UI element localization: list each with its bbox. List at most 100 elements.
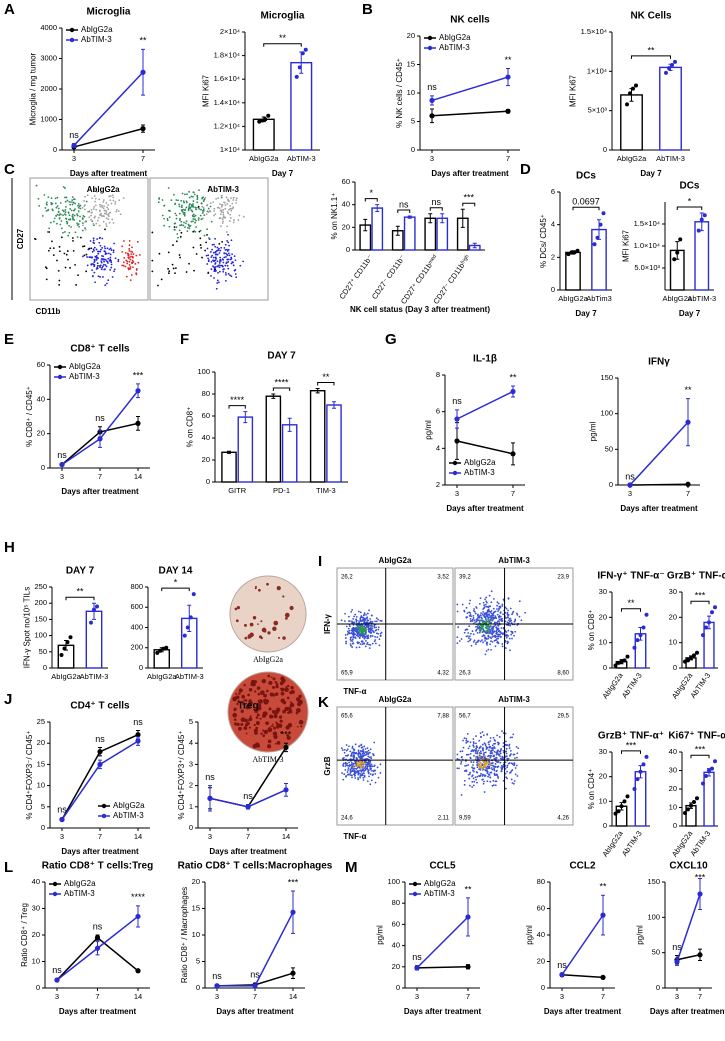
flow-event [65,206,67,208]
flow-event [228,254,231,257]
data-point [692,799,696,804]
flow-event [379,763,382,766]
spot [280,698,286,704]
flow-event [96,264,99,267]
y-tick-label: 1 [189,802,193,811]
flow-event [366,768,369,770]
flow-x-label: CD11b [36,307,61,316]
spot [267,674,271,678]
flow-event [97,275,100,278]
flow-event [348,773,351,776]
x-axis-label: Day 7 [679,309,701,318]
panel-label: H [4,539,15,556]
y-tick-label: 50 [39,647,47,656]
flow-event [495,608,498,610]
flow-event [363,618,366,621]
x-axis-label: Day 7 [272,169,294,178]
y-tick-label: 60 [37,360,45,369]
x-tick-label: 7 [95,992,99,1001]
flow-event [482,634,485,637]
significance-bracket [228,405,246,409]
flow-event [237,219,240,221]
flow-event [487,618,490,621]
flow-event [475,770,478,773]
data-point [266,113,271,118]
flow-event [209,205,212,208]
point [600,974,606,981]
flow-event [343,751,346,754]
flow-event [113,242,115,245]
flow-event [494,765,497,768]
flow-event [229,213,232,216]
flow-event [363,762,366,765]
flow-event [346,633,349,636]
flow-x-label: TNF-α [343,832,366,841]
flow-event [465,769,467,772]
flow-event [99,250,102,253]
y-tick-label: 30 [599,747,607,756]
flow-event [506,777,509,780]
spot [280,687,285,692]
flow-event [361,636,364,639]
spot [278,715,283,719]
flow-event [375,626,378,629]
flow-event [77,203,80,205]
flow-event [93,271,96,274]
significance-bracket [161,587,190,592]
flow-event [360,628,363,631]
flow-event [487,608,490,611]
flow-event [354,777,357,779]
flow-event [487,635,490,637]
flow-event [87,210,89,213]
flow-event [89,240,92,242]
flow-event [344,762,347,765]
flow-event [192,220,194,223]
panel-label: G [385,331,397,348]
flow-event [494,763,497,765]
flow-event [99,203,101,206]
flow-event [213,210,216,212]
flow-event [484,621,487,624]
flow-event [111,218,114,221]
spot [274,709,279,715]
flow-event [81,206,84,209]
flow-event [486,733,489,736]
significance-label: 0.0697 [572,197,600,207]
significance-bracket [272,387,291,391]
flow-event [351,630,354,633]
flow-event [100,268,103,271]
y-tick-label: 40 [202,433,210,442]
flow-event [115,209,118,211]
flow-event [131,259,134,262]
legend-label: AbTIM-3 [64,889,95,898]
flow-event [183,193,186,196]
flow-event [492,765,495,767]
significance-label: ns [205,772,215,782]
flow-event [186,193,188,196]
flow-event [207,188,210,191]
flow-event [493,742,495,745]
flow-event [227,258,230,261]
spot [300,725,303,728]
flow-event [126,260,129,263]
point [94,935,101,941]
chart-title: Ki67⁺ TNF-α⁺ [668,731,725,742]
flow-event [369,620,372,623]
data-point [300,51,305,56]
data-point [188,615,193,620]
flow-event [213,277,215,279]
flow-event [131,246,133,249]
flow-event [481,778,484,781]
flow-event [351,638,354,641]
x-axis-label: Days after treatment [404,1007,482,1016]
error-bar [460,208,465,228]
flow-event [206,204,208,207]
flow-event [199,229,202,232]
flow-event [379,632,382,635]
flow-event [362,769,365,772]
flow-event [218,270,221,273]
flow-event [366,765,369,768]
flow-event [488,749,490,752]
flow-event [121,264,124,267]
flow-event [477,749,480,752]
